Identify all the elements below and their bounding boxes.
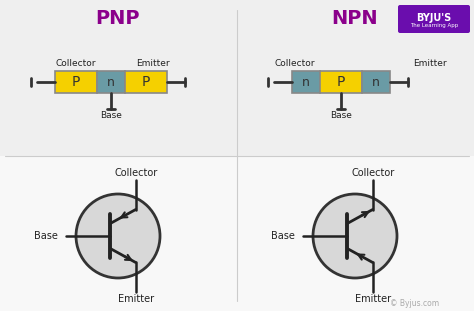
- Text: Emitter: Emitter: [355, 294, 391, 304]
- Text: Emitter: Emitter: [136, 58, 170, 67]
- Text: BYJU'S: BYJU'S: [416, 13, 452, 23]
- Text: n: n: [107, 76, 115, 89]
- Text: Base: Base: [271, 231, 295, 241]
- Text: P: P: [337, 75, 345, 89]
- Text: n: n: [372, 76, 380, 89]
- Text: Emitter: Emitter: [118, 294, 154, 304]
- Text: PNP: PNP: [96, 10, 140, 29]
- Text: Collector: Collector: [351, 168, 394, 178]
- Bar: [0, 0, 474, 156]
- FancyBboxPatch shape: [320, 71, 362, 93]
- Bar: [0, 156, 474, 311]
- Text: P: P: [72, 75, 80, 89]
- Text: Collector: Collector: [114, 168, 157, 178]
- Circle shape: [313, 194, 397, 278]
- Text: Base: Base: [34, 231, 58, 241]
- Circle shape: [76, 194, 160, 278]
- FancyBboxPatch shape: [292, 71, 320, 93]
- Text: Collector: Collector: [56, 58, 96, 67]
- FancyBboxPatch shape: [97, 71, 125, 93]
- Text: Collector: Collector: [275, 58, 315, 67]
- FancyBboxPatch shape: [362, 71, 390, 93]
- Text: © Byjus.com: © Byjus.com: [390, 299, 439, 308]
- FancyBboxPatch shape: [398, 5, 470, 33]
- Text: Emitter: Emitter: [413, 58, 447, 67]
- FancyBboxPatch shape: [55, 71, 97, 93]
- FancyBboxPatch shape: [125, 71, 167, 93]
- Text: P: P: [142, 75, 150, 89]
- Text: n: n: [302, 76, 310, 89]
- Text: NPN: NPN: [332, 10, 378, 29]
- Text: Base: Base: [330, 110, 352, 119]
- Text: Base: Base: [100, 110, 122, 119]
- Text: The Learning App: The Learning App: [410, 24, 458, 29]
